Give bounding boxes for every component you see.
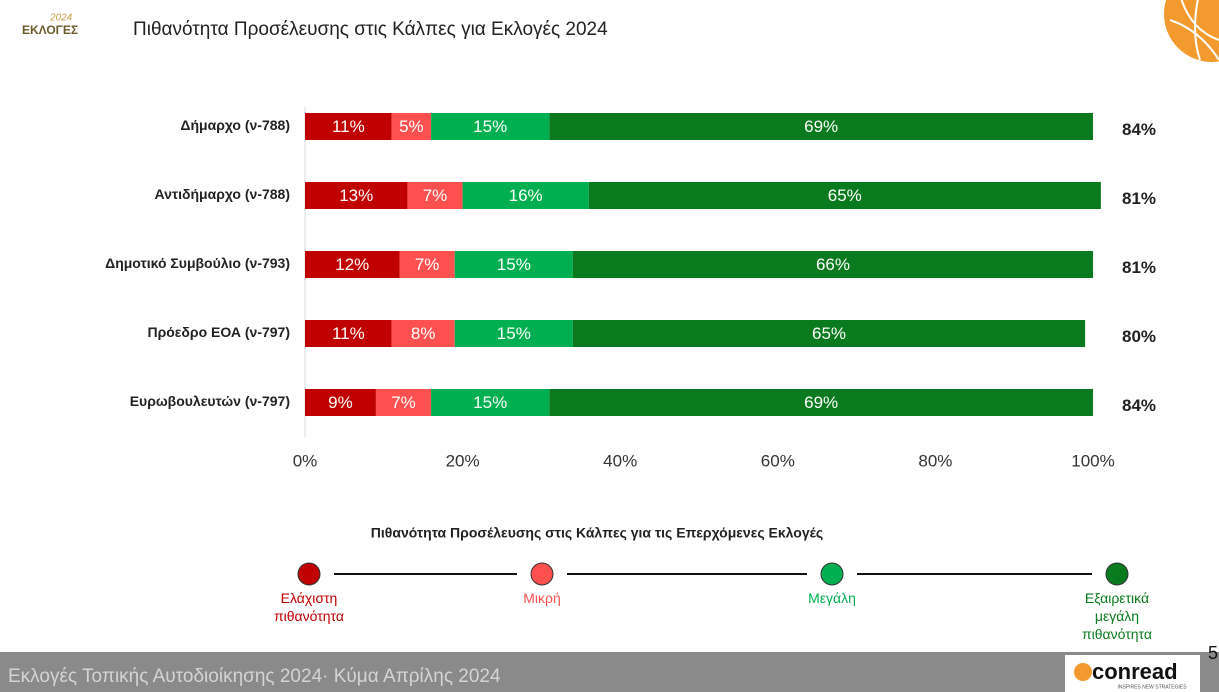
logo-text: ΕΚΛΟΓΕΣ [22,23,78,37]
bar-segment [407,182,463,209]
legend-marker [1105,562,1129,586]
legend-label: Μικρή [523,590,561,606]
value-label: 7% [423,186,448,205]
bar-segment [305,389,376,416]
value-label: 69% [804,393,838,412]
value-label: 69% [804,117,838,136]
bar-segment [305,113,392,140]
value-label: 7% [391,393,416,412]
footer-text: Εκλογές Τοπικής Αυτοδιοίκησης 2024· Κύμα… [8,666,501,687]
bar-segment [375,389,432,416]
legend-label: Εξαιρετικά μεγάλη πιθανότητα [1082,590,1152,642]
bar-segment [431,389,550,416]
total-label: 81% [1122,189,1156,208]
value-label: 16% [509,186,543,205]
bar-segment [572,320,1086,347]
bar-segment [454,320,573,347]
value-label: 9% [328,393,353,412]
value-label: 15% [473,117,507,136]
x-tick-label: 0% [293,451,318,470]
total-label: 80% [1122,327,1156,346]
bar-segment [305,251,400,278]
legend-marker [297,562,321,586]
x-tick-label: 20% [446,451,480,470]
bar-segment [305,182,408,209]
brand-tagline: INSPIRES NEW STRATEGIES [1117,684,1187,690]
legend-marker [530,562,554,586]
x-tick-label: 80% [918,451,952,470]
bar-segment [549,389,1093,416]
value-label: 7% [415,255,440,274]
bar-segment [391,113,432,140]
x-tick-label: 100% [1071,451,1114,470]
total-label: 84% [1122,120,1156,139]
total-label: 81% [1122,258,1156,277]
legend-label: Ελάχιστη πιθανότητα [274,590,344,624]
logo-year: 2024 [49,13,73,24]
bar-segment [462,182,589,209]
category-label: Δήμαρχο (ν-788) [180,117,290,133]
x-tick-label: 40% [603,451,637,470]
total-label: 84% [1122,396,1156,415]
category-label: Αντιδήμαρχο (ν-788) [154,186,290,202]
decor-lines [1169,0,1219,61]
bar-segment [305,320,392,347]
bar-segment [399,251,455,278]
value-label: 15% [497,255,531,274]
value-label: 13% [339,186,373,205]
legend-label: Μεγάλη [808,590,856,606]
value-label: 15% [497,324,531,343]
x-tick-label: 60% [761,451,795,470]
legend-marker [820,562,844,586]
brand-dot [1074,663,1092,681]
page-number: 5 [1208,643,1218,663]
value-label: 11% [332,117,365,136]
value-label: 5% [399,117,424,136]
footer-bar [0,652,1219,692]
category-label: Δημοτικό Συμβούλιο (ν-793) [105,255,290,271]
value-label: 12% [335,255,369,274]
category-label: Ευρωβουλευτών (ν-797) [130,393,290,409]
value-label: 66% [816,255,850,274]
bar-segment [572,251,1093,278]
value-label: 65% [812,324,846,343]
value-label: 15% [473,393,507,412]
category-label: Πρόεδρο ΕΟΑ (ν-797) [147,324,290,340]
value-label: 11% [332,324,365,343]
legend-title: Πιθανότητα Προσέλευσης στις Κάλπες για τ… [371,525,823,541]
brand: conread [1092,659,1178,684]
value-label: 8% [411,324,436,343]
bar-segment [588,182,1101,209]
value-label: 65% [828,186,862,205]
bar-segment [549,113,1093,140]
chart-title: Πιθανότητα Προσέλευσης στις Κάλπες για Ε… [133,19,608,40]
bar-segment [454,251,573,278]
bar-segment [431,113,550,140]
bar-segment [391,320,455,347]
